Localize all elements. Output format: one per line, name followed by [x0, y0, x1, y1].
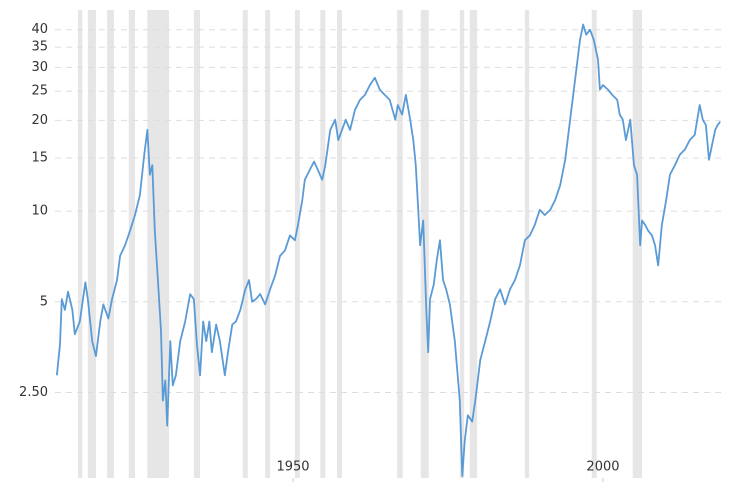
recession-band — [147, 10, 170, 478]
recession-band — [107, 10, 114, 478]
y-tick-label: 5 — [40, 294, 48, 309]
recession-band — [397, 10, 403, 478]
recession-band — [459, 10, 465, 478]
line-series — [55, 23, 721, 477]
recession-band — [193, 10, 201, 478]
y-tick-label: 35 — [31, 40, 48, 55]
recession-band — [294, 10, 300, 478]
x-tick-label: 2000 — [586, 460, 619, 475]
recession-band — [524, 10, 530, 478]
recession-band — [632, 10, 643, 478]
recession-band — [87, 10, 96, 478]
y-tick-label: 30 — [31, 60, 48, 75]
recession-band — [242, 10, 248, 478]
recession-band — [337, 10, 343, 478]
y-tick-label: 10 — [31, 204, 48, 219]
y-tick-label: 2.50 — [19, 385, 48, 400]
recession-band — [320, 10, 326, 478]
recession-band — [128, 10, 135, 478]
x-tick-label: 1950 — [276, 460, 309, 475]
recession-band — [265, 10, 271, 478]
y-tick-label: 25 — [31, 84, 48, 99]
recession-band — [77, 10, 83, 478]
y-tick-label: 40 — [31, 22, 48, 37]
y-tick-label: 20 — [31, 113, 48, 128]
recession-band — [469, 10, 478, 478]
y-tick-label: 15 — [31, 151, 48, 166]
recession-band — [591, 10, 597, 478]
